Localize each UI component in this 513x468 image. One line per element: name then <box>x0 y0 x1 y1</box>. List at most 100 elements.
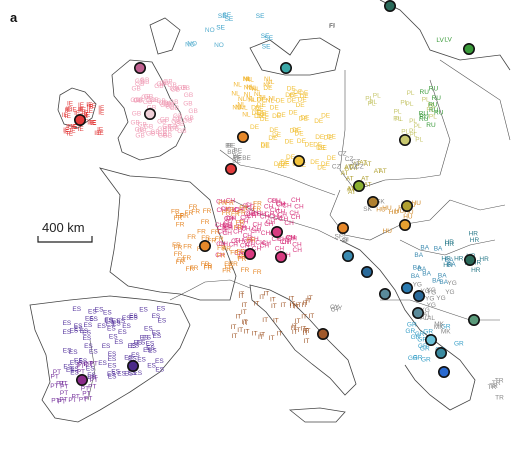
sample-label-de: DE <box>300 93 310 100</box>
sample-label-fr: FR <box>222 268 231 275</box>
sample-label-fr: FR <box>231 211 240 218</box>
sample-label-gb: GB <box>165 103 174 110</box>
sample-label-ch: CH <box>245 205 255 212</box>
sample-label-ch: CH <box>239 253 249 260</box>
sample-label-fr: FR <box>225 200 234 207</box>
sample-label-ch: CH <box>243 232 253 239</box>
sample-label-de: DE <box>293 89 303 96</box>
sample-label-es: ES <box>87 374 96 381</box>
sample-label-de: DE <box>313 142 323 149</box>
sample-label-ch: CH <box>234 250 244 257</box>
sample-label-ru: RU <box>428 101 438 108</box>
sample-label-si: SI <box>343 237 349 244</box>
country-borders <box>87 59 511 401</box>
sample-label-fr: FR <box>171 209 180 216</box>
sample-label-tr: TR <box>489 383 498 390</box>
sample-label-hu: HU <box>395 208 405 215</box>
sample-label-ru: RU <box>429 107 439 114</box>
sample-label-gb: GB <box>184 115 193 122</box>
sample-label-fr: FR <box>253 200 262 207</box>
sample-label-es: ES <box>122 315 131 322</box>
sample-label-es: ES <box>146 345 155 352</box>
sample-label-si: SI <box>342 237 348 244</box>
sample-label-es: ES <box>142 335 151 342</box>
sample-label-ie: IE <box>78 102 85 109</box>
sample-label-es: ES <box>72 306 81 313</box>
sample-label-hu: HU <box>376 207 386 214</box>
sample-label-ch: CH <box>244 211 254 218</box>
sample-label-ba: BA <box>420 244 429 251</box>
centroid-dot <box>237 131 250 144</box>
sample-label-ch: CH <box>292 242 302 249</box>
sample-label-it: IT <box>305 328 311 335</box>
sample-label-nl: NL <box>266 79 275 86</box>
sample-label-es: ES <box>63 348 72 355</box>
sample-label-ch: CH <box>215 252 225 259</box>
centroid-dot <box>366 196 379 209</box>
sample-label-fr: FR <box>190 265 199 272</box>
centroid-dot <box>225 163 238 176</box>
centroid-dot <box>412 289 425 302</box>
sample-label-ie: IE <box>97 127 104 134</box>
sample-label-de: DE <box>260 111 270 118</box>
sample-label-se: SE <box>216 24 225 31</box>
sample-label-es: ES <box>82 330 91 337</box>
sample-label-es: ES <box>148 348 157 355</box>
sample-label-ie: IE <box>90 103 97 110</box>
sample-label-it: IT <box>242 320 248 327</box>
sample-label-fr: FR <box>222 210 231 217</box>
sample-label-pl: PL <box>369 99 377 106</box>
sample-label-nl: NL <box>233 82 242 89</box>
sample-label-ch: CH <box>278 211 288 218</box>
sample-label-de: DE <box>280 159 290 166</box>
sample-label-fr: FR <box>191 209 200 216</box>
sample-label-de: DE <box>281 161 291 168</box>
sample-label-es: ES <box>109 334 118 341</box>
sample-label-gb: GB <box>183 117 192 124</box>
sample-label-es: ES <box>88 308 97 315</box>
sample-label-de: DE <box>276 98 286 105</box>
sample-label-fr: FR <box>201 219 210 226</box>
sample-label-ch: CH <box>223 230 233 237</box>
sample-label-ch: CH <box>249 210 259 217</box>
sample-label-pt: PT <box>90 361 98 368</box>
centroid-dot <box>434 346 447 359</box>
sample-label-nl: NL <box>244 84 253 91</box>
sample-label-es: ES <box>95 306 104 313</box>
sample-label-gb: GB <box>171 118 180 125</box>
sample-label-de: DE <box>261 143 271 150</box>
sample-label-ba: BA <box>434 245 443 252</box>
sample-label-ch: CH <box>284 220 294 227</box>
sample-label-ch: CH <box>250 228 260 235</box>
sample-label-ie: IE <box>98 105 105 112</box>
centroid-dot <box>316 327 329 340</box>
sample-label-gb: GB <box>135 81 144 88</box>
sample-label-pl: PL <box>365 96 373 103</box>
sample-label-se: SE <box>223 12 232 19</box>
sample-label-ru: RU <box>429 86 439 93</box>
sample-label-ba: BA <box>411 273 420 280</box>
sample-label-es: ES <box>146 340 155 347</box>
sample-label-ch: CH <box>265 211 275 218</box>
sample-label-ch: CH <box>243 236 253 243</box>
sample-label-es: ES <box>118 329 127 336</box>
sample-label-pl: PL <box>395 116 403 123</box>
sample-label-es: ES <box>85 315 94 322</box>
sample-label-pt: PT <box>89 375 97 382</box>
sample-label-pl: PL <box>429 113 437 120</box>
sample-label-gr: GR <box>454 341 464 348</box>
sample-label-es: ES <box>102 343 111 350</box>
sample-label-de: DE <box>305 142 315 149</box>
sample-label-ch: CH <box>241 226 251 233</box>
sample-label-pt: PT <box>78 361 86 368</box>
centroid-dot <box>199 240 212 253</box>
sample-label-nl: NL <box>248 97 257 104</box>
sample-label-ie: IE <box>98 109 105 116</box>
sample-label-gb: GB <box>156 98 165 105</box>
sample-label-gb: GB <box>132 111 141 118</box>
sample-label-pt: PT <box>76 363 84 370</box>
sample-label-nl: NL <box>246 76 255 83</box>
sample-label-gr: GR <box>415 331 425 338</box>
sample-label-fr: FR <box>237 253 246 260</box>
sample-label-it: IT <box>303 300 309 307</box>
